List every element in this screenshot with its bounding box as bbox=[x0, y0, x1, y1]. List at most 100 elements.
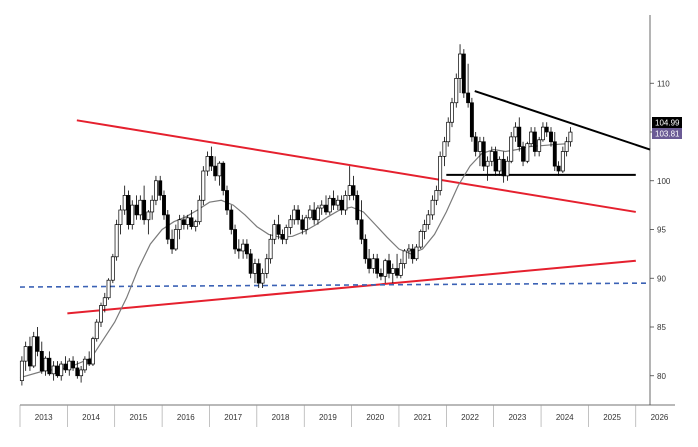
candle-body bbox=[537, 139, 542, 152]
down-candle bbox=[213, 156, 218, 181]
down-candle bbox=[473, 132, 478, 157]
blue-dashed-level bbox=[19, 282, 651, 288]
candle-body bbox=[434, 190, 439, 201]
up-candle bbox=[430, 195, 435, 220]
candle-body bbox=[213, 165, 218, 177]
up-candle bbox=[422, 219, 427, 240]
candle-body bbox=[75, 367, 80, 377]
y-tick-label: 90 bbox=[657, 274, 666, 283]
down-candle bbox=[339, 195, 344, 215]
down-candle bbox=[209, 146, 214, 171]
candle-body bbox=[197, 199, 202, 223]
candle-body bbox=[138, 199, 143, 216]
up-candle bbox=[529, 127, 534, 147]
up-candle bbox=[217, 161, 222, 186]
down-candle bbox=[359, 200, 364, 245]
up-candle bbox=[177, 214, 182, 240]
up-candle bbox=[90, 336, 95, 366]
candle-body bbox=[521, 146, 526, 162]
up-candle bbox=[304, 214, 309, 235]
candle-body bbox=[236, 248, 241, 252]
down-candle bbox=[39, 341, 44, 374]
candle-body bbox=[217, 162, 222, 177]
candle-body bbox=[27, 346, 32, 367]
candle-body bbox=[383, 260, 388, 277]
up-candle bbox=[319, 200, 324, 215]
candle-body bbox=[402, 250, 407, 264]
down-candle bbox=[229, 205, 234, 235]
down-candle bbox=[27, 336, 32, 371]
candle-body bbox=[280, 234, 285, 240]
up-candle bbox=[292, 205, 297, 225]
up-candle bbox=[114, 219, 119, 261]
up-candle bbox=[252, 258, 257, 284]
candle-body bbox=[469, 102, 474, 138]
candle-body bbox=[170, 238, 175, 250]
up-candle bbox=[568, 127, 573, 147]
down-candle bbox=[189, 210, 194, 230]
candle-body bbox=[19, 360, 24, 381]
down-candle bbox=[236, 239, 241, 259]
up-candle bbox=[537, 136, 542, 157]
candle-body bbox=[544, 126, 549, 133]
up-candle bbox=[560, 146, 565, 173]
candle-body bbox=[31, 336, 36, 367]
candle-body bbox=[339, 199, 344, 211]
candle-body bbox=[82, 358, 87, 371]
up-candle bbox=[438, 151, 443, 196]
down-candle bbox=[517, 117, 522, 152]
candle-body bbox=[59, 363, 64, 377]
candle-body bbox=[102, 297, 107, 306]
down-candle bbox=[181, 214, 186, 230]
down-candle bbox=[300, 214, 305, 235]
candle-body bbox=[35, 336, 40, 352]
candle-body bbox=[505, 160, 510, 177]
candle-body bbox=[241, 243, 246, 252]
candle-body bbox=[264, 258, 269, 274]
candle-body bbox=[450, 102, 454, 123]
red-upper-resistance bbox=[76, 119, 636, 213]
down-candle bbox=[225, 185, 229, 215]
up-candle bbox=[426, 210, 431, 230]
up-candle bbox=[505, 156, 510, 181]
candle-body bbox=[39, 351, 44, 372]
candle-body bbox=[51, 365, 56, 375]
up-candle bbox=[31, 331, 36, 368]
down-candle bbox=[55, 361, 60, 378]
x-tick-label: 2013 bbox=[35, 413, 53, 422]
up-candle bbox=[458, 44, 463, 93]
candle-body bbox=[540, 126, 545, 141]
up-candle bbox=[402, 249, 407, 269]
candle-body bbox=[347, 185, 352, 196]
y-tick-label: 85 bbox=[657, 323, 666, 332]
candle-body bbox=[410, 248, 415, 260]
candle-body bbox=[355, 195, 360, 221]
x-tick-label: 2017 bbox=[224, 413, 242, 422]
candle-body bbox=[371, 258, 376, 269]
candle-body bbox=[90, 338, 95, 365]
up-candle bbox=[485, 156, 490, 181]
candle-body bbox=[276, 224, 281, 235]
candle-body bbox=[177, 219, 182, 230]
candle-body bbox=[335, 199, 340, 206]
candle-body bbox=[87, 358, 92, 365]
candle-body bbox=[201, 170, 206, 201]
candle-body bbox=[118, 209, 123, 225]
candle-body bbox=[568, 131, 573, 143]
up-candle bbox=[307, 205, 312, 220]
candle-body bbox=[343, 195, 348, 211]
candle-body bbox=[110, 256, 115, 281]
candle-body bbox=[390, 268, 395, 274]
y-tick-label: 95 bbox=[657, 226, 666, 235]
down-candle bbox=[367, 249, 372, 274]
candle-body bbox=[359, 219, 364, 240]
x-tick-label: 2014 bbox=[82, 413, 100, 422]
candle-body bbox=[272, 224, 277, 240]
black-descending-resistance bbox=[474, 90, 651, 151]
down-candle bbox=[63, 356, 68, 373]
down-candle bbox=[363, 234, 368, 264]
candle-body bbox=[446, 121, 451, 143]
up-candle bbox=[513, 122, 518, 142]
up-candle bbox=[241, 239, 246, 259]
up-candle bbox=[82, 356, 87, 373]
